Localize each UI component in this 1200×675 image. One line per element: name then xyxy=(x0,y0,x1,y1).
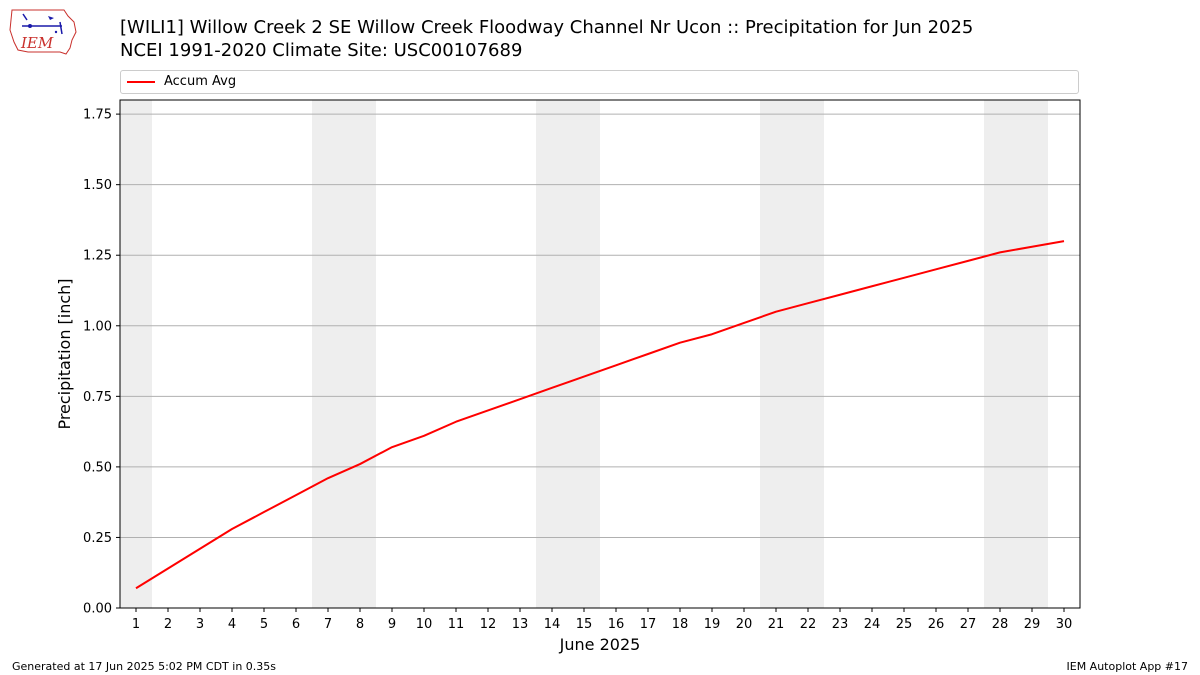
data-point xyxy=(839,294,841,296)
legend-label-accum-avg: Accum Avg xyxy=(164,74,237,89)
x-tick-label: 14 xyxy=(544,617,561,632)
data-point xyxy=(135,587,137,589)
weekend-band xyxy=(984,100,1048,608)
x-tick-label: 21 xyxy=(768,617,785,632)
x-tick-label: 29 xyxy=(1024,617,1041,632)
chart-legend: Accum Avg xyxy=(120,70,1079,94)
data-point xyxy=(391,446,393,448)
weekend-band xyxy=(760,100,824,608)
x-tick-label: 20 xyxy=(736,617,753,632)
y-tick-label: 0.25 xyxy=(83,531,112,546)
data-point xyxy=(807,302,809,304)
data-point xyxy=(743,322,745,324)
data-point xyxy=(1063,240,1065,242)
data-point xyxy=(615,364,617,366)
chart-subtitle: NCEI 1991-2020 Climate Site: USC00107689 xyxy=(120,40,523,61)
data-point xyxy=(551,387,553,389)
x-tick-label: 1 xyxy=(132,617,140,632)
y-tick-label: 1.00 xyxy=(83,319,112,334)
x-axis-label: June 2025 xyxy=(559,635,641,654)
x-tick-label: 13 xyxy=(512,617,529,632)
x-tick-label: 3 xyxy=(196,617,204,632)
x-tick-label: 23 xyxy=(832,617,849,632)
x-tick-label: 16 xyxy=(608,617,625,632)
x-tick-label: 12 xyxy=(480,617,497,632)
data-point xyxy=(775,311,777,313)
weekend-band xyxy=(120,100,152,608)
footer-app-label: IEM Autoplot App #17 xyxy=(1066,660,1189,673)
y-tick-label: 0.50 xyxy=(83,460,112,475)
x-tick-label: 28 xyxy=(992,617,1009,632)
data-point xyxy=(647,353,649,355)
data-point xyxy=(231,528,233,530)
data-point xyxy=(679,342,681,344)
x-tick-label: 19 xyxy=(704,617,721,632)
x-tick-label: 10 xyxy=(416,617,433,632)
x-tick-label: 4 xyxy=(228,617,236,632)
data-point xyxy=(295,494,297,496)
data-point xyxy=(519,398,521,400)
data-point xyxy=(903,277,905,279)
plot-frame xyxy=(119,99,1081,609)
x-tick-label: 7 xyxy=(324,617,332,632)
data-point xyxy=(1031,246,1033,248)
weekend-band xyxy=(536,100,600,608)
x-tick-label: 5 xyxy=(260,617,268,632)
series-line-accum-avg xyxy=(135,240,1065,590)
x-tick-label: 30 xyxy=(1056,617,1073,632)
x-tick-label: 18 xyxy=(672,617,689,632)
x-tick-label: 17 xyxy=(640,617,657,632)
data-point xyxy=(999,251,1001,253)
chart-title: [WILI1] Willow Creek 2 SE Willow Creek F… xyxy=(120,17,974,38)
logo-text: IEM xyxy=(20,34,54,52)
x-tick-label: 25 xyxy=(896,617,913,632)
x-tick-label: 9 xyxy=(388,617,396,632)
x-tick-label: 2 xyxy=(164,617,172,632)
data-point xyxy=(487,409,489,411)
data-point xyxy=(583,376,585,378)
x-tick-label: 6 xyxy=(292,617,300,632)
y-tick-label: 1.75 xyxy=(83,108,112,123)
x-tick-label: 27 xyxy=(960,617,977,632)
iem-logo: IEM xyxy=(9,9,77,55)
weekend-band xyxy=(312,100,376,608)
y-tick-label: 0.75 xyxy=(83,390,112,405)
x-tick-label: 8 xyxy=(356,617,364,632)
x-tick-label: 15 xyxy=(576,617,593,632)
x-tick-label: 22 xyxy=(800,617,817,632)
y-tick-label: 1.50 xyxy=(83,178,112,193)
y-tick-label: 1.25 xyxy=(83,249,112,264)
data-point xyxy=(199,548,201,550)
data-point xyxy=(871,285,873,287)
data-point xyxy=(359,463,361,465)
data-point xyxy=(327,477,329,479)
data-point xyxy=(967,260,969,262)
legend-swatch-accum-avg xyxy=(127,81,155,83)
footer-generated-text: Generated at 17 Jun 2025 5:02 PM CDT in … xyxy=(12,660,277,673)
data-point xyxy=(711,333,713,335)
data-point xyxy=(263,511,265,513)
x-tick-label: 11 xyxy=(448,617,465,632)
x-tick-label: 26 xyxy=(928,617,945,632)
y-tick-label: 0.00 xyxy=(83,602,112,617)
data-point xyxy=(935,268,937,270)
data-point xyxy=(455,421,457,423)
x-tick-label: 24 xyxy=(864,617,881,632)
data-point xyxy=(423,435,425,437)
data-point xyxy=(167,567,169,569)
y-axis-label: Precipitation [inch] xyxy=(55,278,74,429)
